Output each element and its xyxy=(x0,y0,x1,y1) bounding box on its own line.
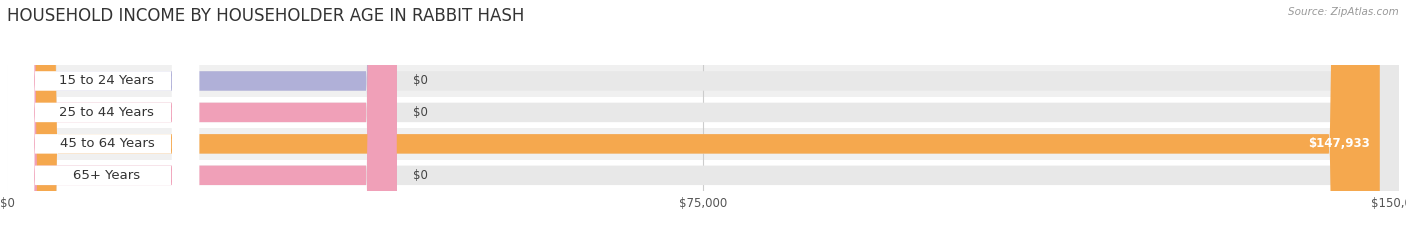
Text: 15 to 24 Years: 15 to 24 Years xyxy=(59,75,155,87)
FancyBboxPatch shape xyxy=(7,0,1379,233)
Text: HOUSEHOLD INCOME BY HOUSEHOLDER AGE IN RABBIT HASH: HOUSEHOLD INCOME BY HOUSEHOLDER AGE IN R… xyxy=(7,7,524,25)
Text: 45 to 64 Years: 45 to 64 Years xyxy=(59,137,155,150)
Text: $147,933: $147,933 xyxy=(1309,137,1369,150)
FancyBboxPatch shape xyxy=(7,0,1399,233)
FancyBboxPatch shape xyxy=(7,0,200,233)
FancyBboxPatch shape xyxy=(7,0,396,233)
Text: $0: $0 xyxy=(413,169,429,182)
FancyBboxPatch shape xyxy=(7,0,1399,233)
Text: Source: ZipAtlas.com: Source: ZipAtlas.com xyxy=(1288,7,1399,17)
Bar xyxy=(7,97,1399,128)
FancyBboxPatch shape xyxy=(7,0,396,233)
FancyBboxPatch shape xyxy=(7,0,396,233)
FancyBboxPatch shape xyxy=(7,0,200,233)
FancyBboxPatch shape xyxy=(7,0,200,233)
Bar xyxy=(7,160,1399,191)
Text: 65+ Years: 65+ Years xyxy=(73,169,141,182)
Text: $0: $0 xyxy=(413,75,429,87)
Bar xyxy=(7,65,1399,97)
FancyBboxPatch shape xyxy=(7,0,200,233)
Text: $0: $0 xyxy=(413,106,429,119)
FancyBboxPatch shape xyxy=(7,0,1399,233)
Bar xyxy=(7,128,1399,160)
Text: 25 to 44 Years: 25 to 44 Years xyxy=(59,106,155,119)
FancyBboxPatch shape xyxy=(7,0,1399,233)
